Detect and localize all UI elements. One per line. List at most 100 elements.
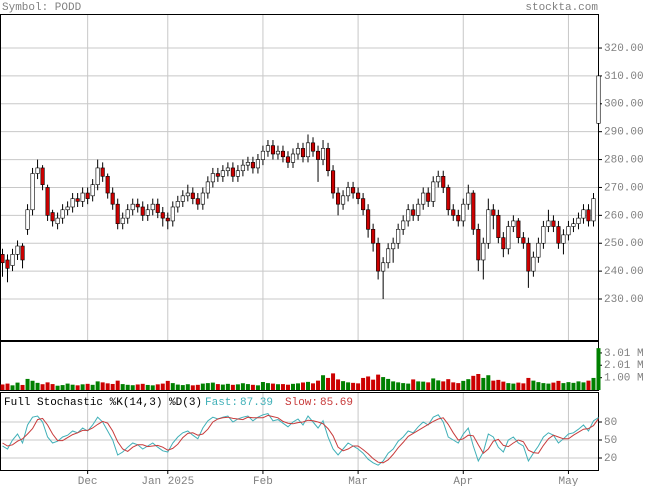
y-tick-label: 80	[604, 417, 617, 429]
volume-bar	[245, 384, 250, 390]
volume-bar	[441, 381, 446, 390]
volume-bar	[70, 384, 75, 390]
candle-body	[100, 167, 105, 177]
volume-bar	[290, 383, 295, 390]
volume-bar	[185, 384, 190, 390]
volume-bar	[546, 383, 551, 390]
volume-bar	[115, 380, 120, 390]
y-tick-label: 320.00	[604, 43, 644, 55]
volume-bar	[351, 382, 356, 390]
candle-body	[446, 187, 451, 211]
candle-body	[381, 262, 386, 272]
volume-bar	[326, 377, 331, 390]
volume-bar	[581, 382, 586, 390]
candle-body	[35, 167, 40, 174]
candle-body	[576, 217, 581, 225]
volume-bar	[306, 381, 311, 390]
volume-bar	[130, 385, 135, 390]
candle-body	[441, 176, 446, 188]
volume-bar	[321, 375, 326, 390]
candle-body	[546, 220, 551, 227]
volume-bar	[361, 377, 366, 390]
candle-body	[531, 256, 536, 272]
candle-body	[411, 209, 416, 216]
volume-bar	[170, 383, 175, 390]
volume-bar	[411, 379, 416, 390]
chart-title: Symbol: PODD	[2, 2, 82, 14]
candle-body	[591, 198, 596, 222]
volume-bar	[275, 384, 280, 390]
volume-bar	[100, 382, 105, 390]
candle-body	[290, 153, 296, 163]
candle-body	[215, 173, 220, 177]
y-tick-label: 230.00	[604, 294, 644, 306]
volume-bar	[295, 383, 300, 390]
volume-bar	[260, 381, 265, 390]
volume-bar	[60, 385, 65, 390]
y-tick-label: 300.00	[604, 99, 644, 111]
candle-body	[356, 192, 361, 199]
volume-bar	[105, 383, 110, 390]
candle-body	[361, 198, 366, 211]
candle-body	[586, 209, 591, 222]
volume-bar	[316, 380, 321, 390]
candle-body	[205, 181, 210, 194]
volume-bar	[85, 383, 90, 390]
volume-bar	[5, 383, 10, 390]
candle-body	[210, 173, 215, 183]
candle-body	[30, 173, 35, 211]
volume-bar	[366, 376, 371, 390]
candle-body	[60, 209, 65, 219]
candle-body	[275, 150, 281, 155]
candle-body	[185, 192, 190, 197]
volume-bar	[551, 382, 556, 390]
candle-body	[135, 203, 140, 208]
candle-body	[20, 245, 25, 261]
candle-body	[125, 209, 130, 219]
candle-body	[255, 159, 260, 169]
volume-bar	[471, 375, 476, 390]
y-tick-label: 250.00	[604, 238, 644, 250]
volume-bar	[541, 383, 546, 390]
candle-body	[280, 150, 286, 158]
volume-bar	[150, 385, 155, 390]
candle-body	[245, 162, 250, 166]
volume-bar	[270, 383, 275, 390]
volume-bar	[225, 383, 230, 390]
candle-body	[195, 198, 200, 205]
candle-body	[65, 206, 70, 211]
candle-body	[526, 242, 531, 272]
candle-body	[496, 215, 501, 238]
candle-body	[0, 254, 5, 264]
volume-bar	[556, 380, 561, 390]
candle-body	[456, 215, 461, 222]
candle-body	[491, 209, 496, 216]
volume-bar	[596, 348, 601, 390]
legend-fast-value: 87.39	[240, 397, 273, 409]
candle-body	[50, 212, 55, 222]
volume-bar	[501, 381, 506, 390]
candle-body	[190, 192, 195, 199]
candle-body	[80, 192, 85, 202]
volume-bar	[476, 373, 481, 390]
volume-bar	[35, 382, 40, 390]
volume-bar	[280, 384, 285, 390]
volume-bar	[210, 382, 215, 390]
volume-bar	[120, 384, 125, 390]
stochastic-line	[2, 414, 599, 464]
candle-body	[150, 203, 155, 211]
volume-bar	[50, 384, 55, 390]
y-tick-label: 1.00 M	[604, 373, 644, 385]
x-tick-label: Dec	[78, 476, 98, 486]
candle-body	[300, 148, 306, 158]
candle-body	[40, 167, 45, 185]
candle-body	[541, 226, 546, 244]
volume-bar	[0, 384, 5, 390]
candle-body	[155, 203, 160, 213]
legend-slow-value: 85.69	[320, 397, 353, 409]
plot-layer	[0, 15, 602, 474]
volume-bar	[10, 385, 15, 390]
volume-bar	[446, 379, 451, 390]
volume-bar	[235, 384, 240, 390]
candle-body	[471, 192, 476, 230]
